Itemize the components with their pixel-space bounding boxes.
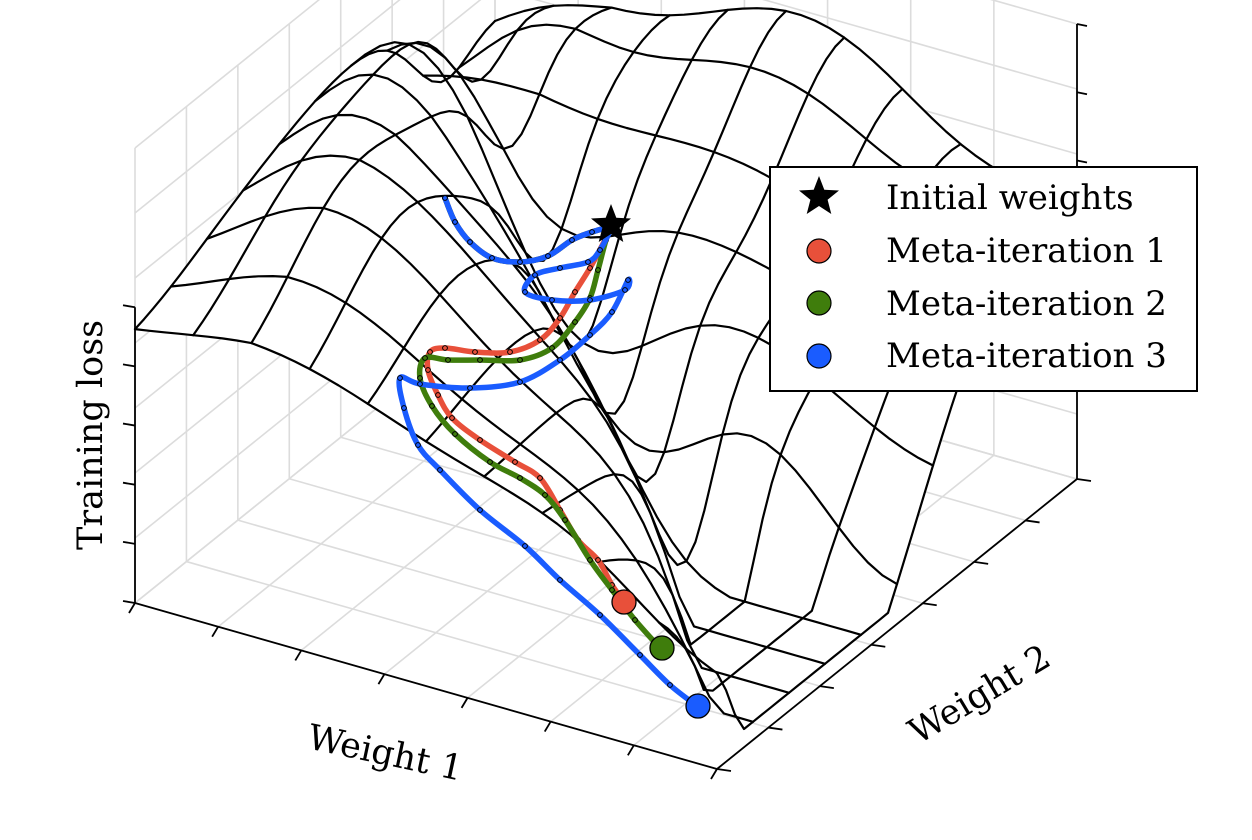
trajectory-point [452,219,458,225]
end-marker-meta-2 [649,635,675,661]
trajectory-point [587,332,593,338]
trajectory-point [427,349,433,355]
trajectory-point [477,357,483,363]
trajectory-point [562,517,568,523]
trajectory-point [545,253,551,259]
trajectory-point [632,617,638,623]
trajectory-point [585,259,591,265]
trajectory-point [467,239,473,245]
surface-mesh-line [313,73,899,586]
trajectory-point [415,442,421,448]
legend-label-meta-1: Meta-iteration 1 [886,231,1167,271]
trajectory-point [401,405,407,411]
trajectory-point [429,403,435,409]
trajectory-point [512,459,518,465]
trajectory-point [569,237,575,243]
trajectory-point [537,337,543,343]
trajectory-point [449,415,455,421]
surface-mesh-line [483,36,846,483]
trajectory-point [517,475,523,481]
trajectory-point [572,289,578,295]
legend-marker-meta-1 [806,238,832,264]
legend: Initial weights Meta-iteration 1 Meta-it… [769,166,1198,392]
trajectory-point [609,309,615,315]
trajectory-point [542,492,548,498]
trajectory-point [442,345,448,351]
trajectory-point [609,587,615,593]
trajectory-point [397,375,403,381]
legend-star-icon [799,176,839,214]
trajectory-point [637,652,643,658]
trajectory-point [487,459,493,465]
trajectory-point [557,265,563,271]
legend-label-initial-weights: Initial weights [886,178,1134,218]
trajectory-point [557,357,563,363]
trajectory-point [452,431,458,437]
legend-box [769,166,1198,392]
trajectory-point [595,557,601,563]
trajectory-point [522,289,528,295]
initial-weights-star-icon [591,204,631,242]
x-axis-label: Weight 1 [304,718,466,790]
trajectory-point [557,315,563,321]
trajectory-point [507,349,513,355]
trajectory-point [517,379,523,385]
trajectory-point [549,297,555,303]
y-axis-label: Weight 2 [902,637,1058,752]
trajectory-point [422,355,428,361]
trajectory-point [477,437,483,443]
trajectory-point [445,357,451,363]
legend-marker-meta-2 [806,290,832,316]
trajectory-point [587,557,593,563]
z-axis-label: Training loss [71,320,111,550]
trajectory-point [435,392,441,398]
trajectory-point [572,319,578,325]
trajectory-point [587,265,593,271]
trajectory-point [467,385,473,391]
trajectory-point [477,507,483,513]
end-markers [591,204,711,719]
trajectory-point [587,297,593,303]
legend-label-meta-3: Meta-iteration 3 [886,336,1167,376]
end-marker-meta-3 [685,693,711,719]
legend-marker-meta-3 [806,343,832,369]
trajectory-point [667,682,673,688]
trajectory-point [417,381,423,387]
trajectory-point [425,367,431,373]
trajectory-point [522,543,528,549]
trajectory-point [537,475,543,481]
end-marker-meta-1 [611,589,637,615]
trajectory-point [595,267,601,273]
trajectory-point [489,255,495,261]
trajectory-point [517,259,523,265]
trajectory-point [597,612,603,618]
trajectory-point [532,272,538,278]
surface-mesh-line [349,41,935,467]
trajectory-point [517,357,523,363]
trajectory-point [622,287,628,293]
trajectory-point [437,467,443,473]
trajectory-point [442,195,448,201]
trajectory-point [589,229,595,235]
surface-mesh-line [493,4,1079,219]
trajectory-point [417,375,423,381]
trajectory-point [597,247,603,253]
legend-label-meta-2: Meta-iteration 2 [886,284,1167,324]
trajectory-point [472,349,478,355]
trajectory-point [625,277,631,283]
trajectory-point [557,577,563,583]
trajectory-point [549,345,555,351]
